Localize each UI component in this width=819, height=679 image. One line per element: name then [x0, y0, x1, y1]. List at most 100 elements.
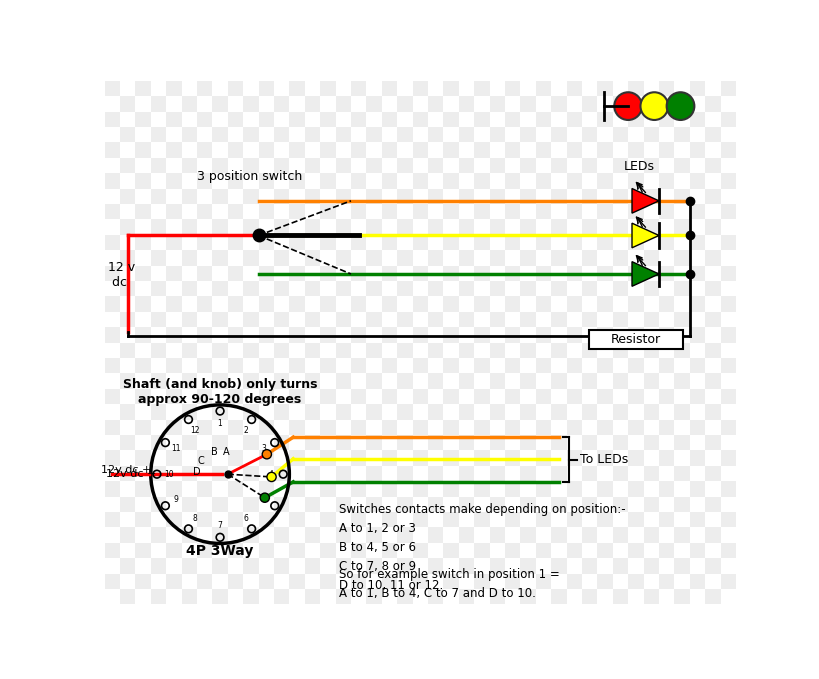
Bar [382, 173, 396, 189]
Bar [151, 373, 166, 388]
Bar [658, 204, 673, 219]
Bar [319, 358, 335, 373]
Bar [428, 96, 443, 111]
Bar [212, 127, 228, 143]
Bar [704, 127, 720, 143]
Bar [550, 127, 566, 143]
Bar [673, 373, 689, 388]
Bar [335, 127, 351, 143]
Bar [412, 574, 428, 589]
Bar [627, 81, 643, 96]
Bar [689, 574, 704, 589]
Bar [228, 81, 243, 96]
Bar [351, 358, 366, 373]
Bar [735, 250, 750, 265]
Bar [412, 388, 428, 404]
Bar [689, 420, 704, 435]
Bar [520, 558, 535, 574]
Bar [443, 450, 458, 466]
Bar [735, 189, 750, 204]
Bar [658, 296, 673, 312]
Bar [166, 420, 181, 435]
Bar [673, 466, 689, 481]
Bar [289, 173, 305, 189]
Bar [151, 496, 166, 512]
Bar [274, 589, 289, 604]
Text: 6: 6 [242, 514, 247, 523]
Bar [428, 404, 443, 420]
Bar [351, 574, 366, 589]
Bar [566, 296, 581, 312]
Bar [566, 388, 581, 404]
Bar [550, 589, 566, 604]
Bar [212, 558, 228, 574]
Bar [366, 250, 382, 265]
Bar [212, 189, 228, 204]
Bar [181, 250, 197, 265]
Bar [243, 342, 258, 358]
Text: 3 position switch: 3 position switch [197, 170, 302, 183]
Bar [520, 312, 535, 327]
Bar [151, 558, 166, 574]
Bar [473, 204, 489, 219]
Bar [566, 481, 581, 496]
Bar [258, 543, 274, 558]
Bar [382, 450, 396, 466]
Bar [258, 481, 274, 496]
Bar [366, 312, 382, 327]
Bar [735, 312, 750, 327]
Bar [212, 404, 228, 420]
Bar [689, 296, 704, 312]
Bar [720, 81, 735, 96]
Bar [319, 388, 335, 404]
Bar [550, 496, 566, 512]
Bar [197, 574, 212, 589]
Bar [627, 235, 643, 250]
Bar [489, 558, 505, 574]
Bar [151, 312, 166, 327]
Bar [550, 65, 566, 81]
Bar [351, 512, 366, 528]
Text: 12 v
 dc: 12 v dc [108, 261, 135, 289]
Bar [520, 158, 535, 173]
Text: So for example switch in position 1 =
A to 1, B to 4, C to 7 and D to 10.: So for example switch in position 1 = A … [339, 568, 559, 600]
Bar [612, 435, 627, 450]
Bar [258, 327, 274, 342]
Bar [596, 235, 612, 250]
Bar [212, 435, 228, 450]
Bar [520, 96, 535, 111]
Bar [274, 466, 289, 481]
Bar [612, 404, 627, 420]
Bar [258, 204, 274, 219]
Bar [274, 373, 289, 388]
Bar [289, 204, 305, 219]
Bar [135, 358, 151, 373]
Bar [473, 358, 489, 373]
Bar [412, 111, 428, 127]
Bar [258, 143, 274, 158]
Bar [228, 143, 243, 158]
Bar [643, 528, 658, 543]
Bar [473, 327, 489, 342]
Bar [104, 81, 735, 367]
Bar [720, 265, 735, 281]
Bar [166, 296, 181, 312]
Bar [197, 265, 212, 281]
Bar [166, 574, 181, 589]
Bar [658, 420, 673, 435]
Bar [458, 404, 473, 420]
Bar [104, 543, 120, 558]
Bar [382, 543, 396, 558]
Bar [351, 543, 366, 558]
Bar [720, 327, 735, 342]
Bar [689, 543, 704, 558]
Bar [489, 342, 505, 358]
Bar [135, 173, 151, 189]
Bar [396, 589, 412, 604]
Bar [428, 281, 443, 296]
Bar [627, 358, 643, 373]
Bar [243, 496, 258, 512]
Bar [458, 312, 473, 327]
Bar [428, 558, 443, 574]
Bar [596, 450, 612, 466]
